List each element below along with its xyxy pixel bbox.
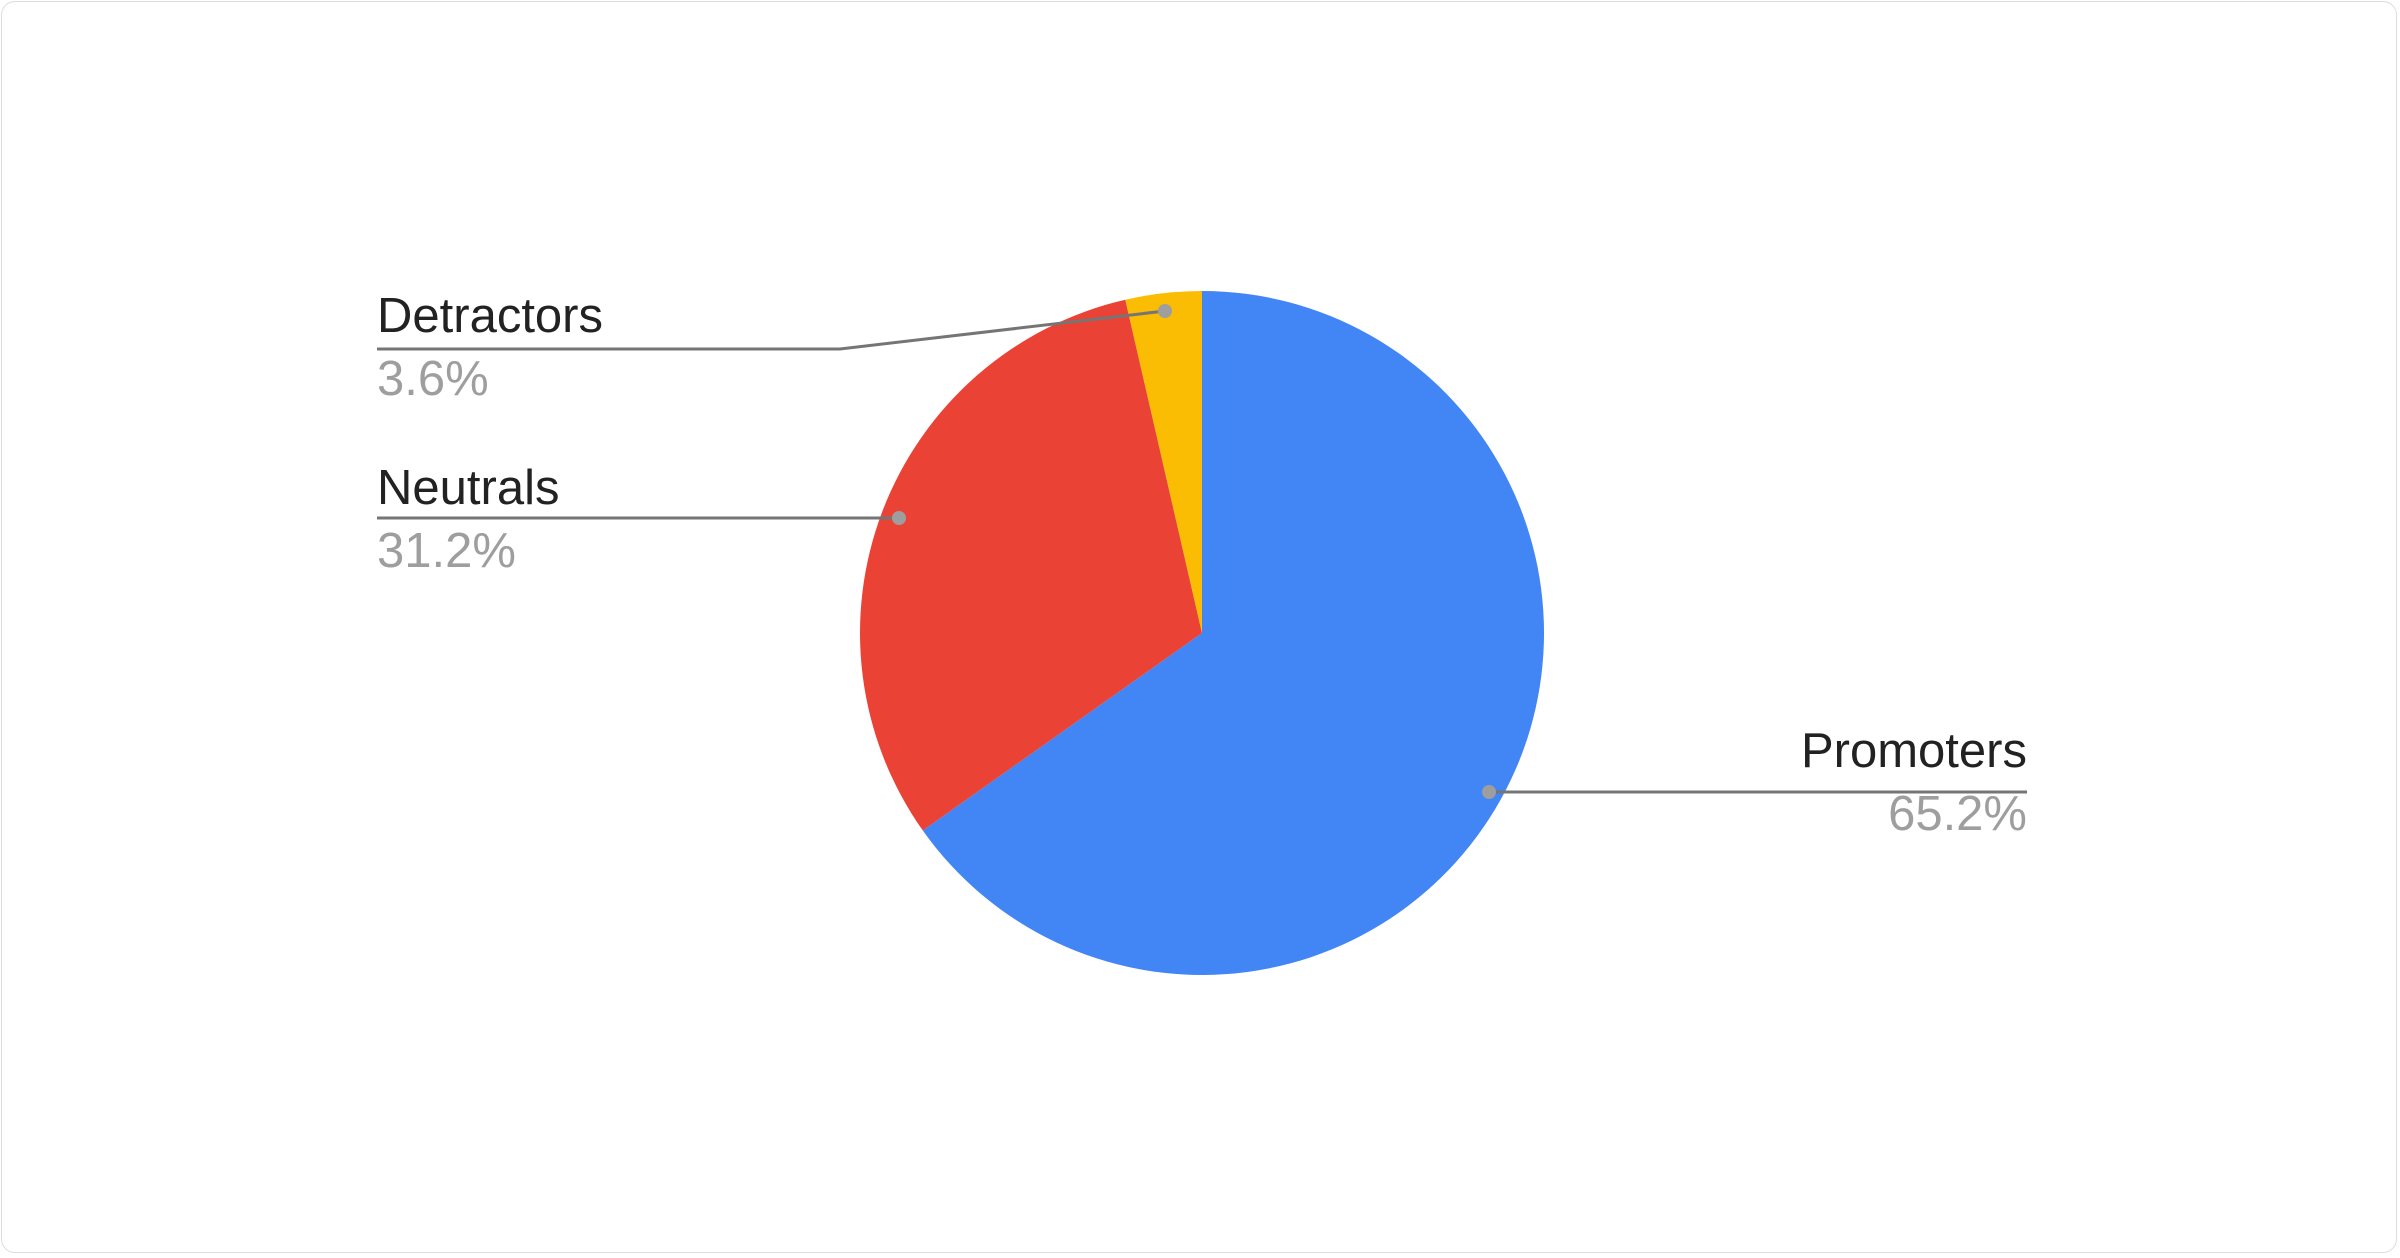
slice-value-promoters: 65.2% <box>1888 787 2027 841</box>
pie-slices <box>860 291 1544 975</box>
callouts: Promoters 65.2% Neutrals 31.2% Detractor… <box>377 289 2027 841</box>
pie-slice-detractors <box>1125 291 1202 633</box>
pie-slice-promoters <box>922 291 1544 975</box>
slice-value-detractors: 3.6% <box>377 352 489 406</box>
leader-line-detractors <box>377 309 1166 351</box>
leader-dot-neutrals <box>892 511 906 525</box>
leader-dot-promoters <box>1482 785 1496 799</box>
slice-label-neutrals: Neutrals <box>377 461 559 515</box>
callout-neutrals: Neutrals 31.2% <box>377 461 906 578</box>
callout-detractors: Detractors 3.6% <box>377 289 1172 406</box>
slice-label-detractors: Detractors <box>377 289 603 343</box>
pie-slice-neutrals <box>860 299 1202 831</box>
slice-value-neutrals: 31.2% <box>377 524 516 578</box>
leader-dot-detractors <box>1158 304 1172 318</box>
slice-label-promoters: Promoters <box>1801 724 2027 778</box>
callout-promoters: Promoters 65.2% <box>1482 724 2027 841</box>
